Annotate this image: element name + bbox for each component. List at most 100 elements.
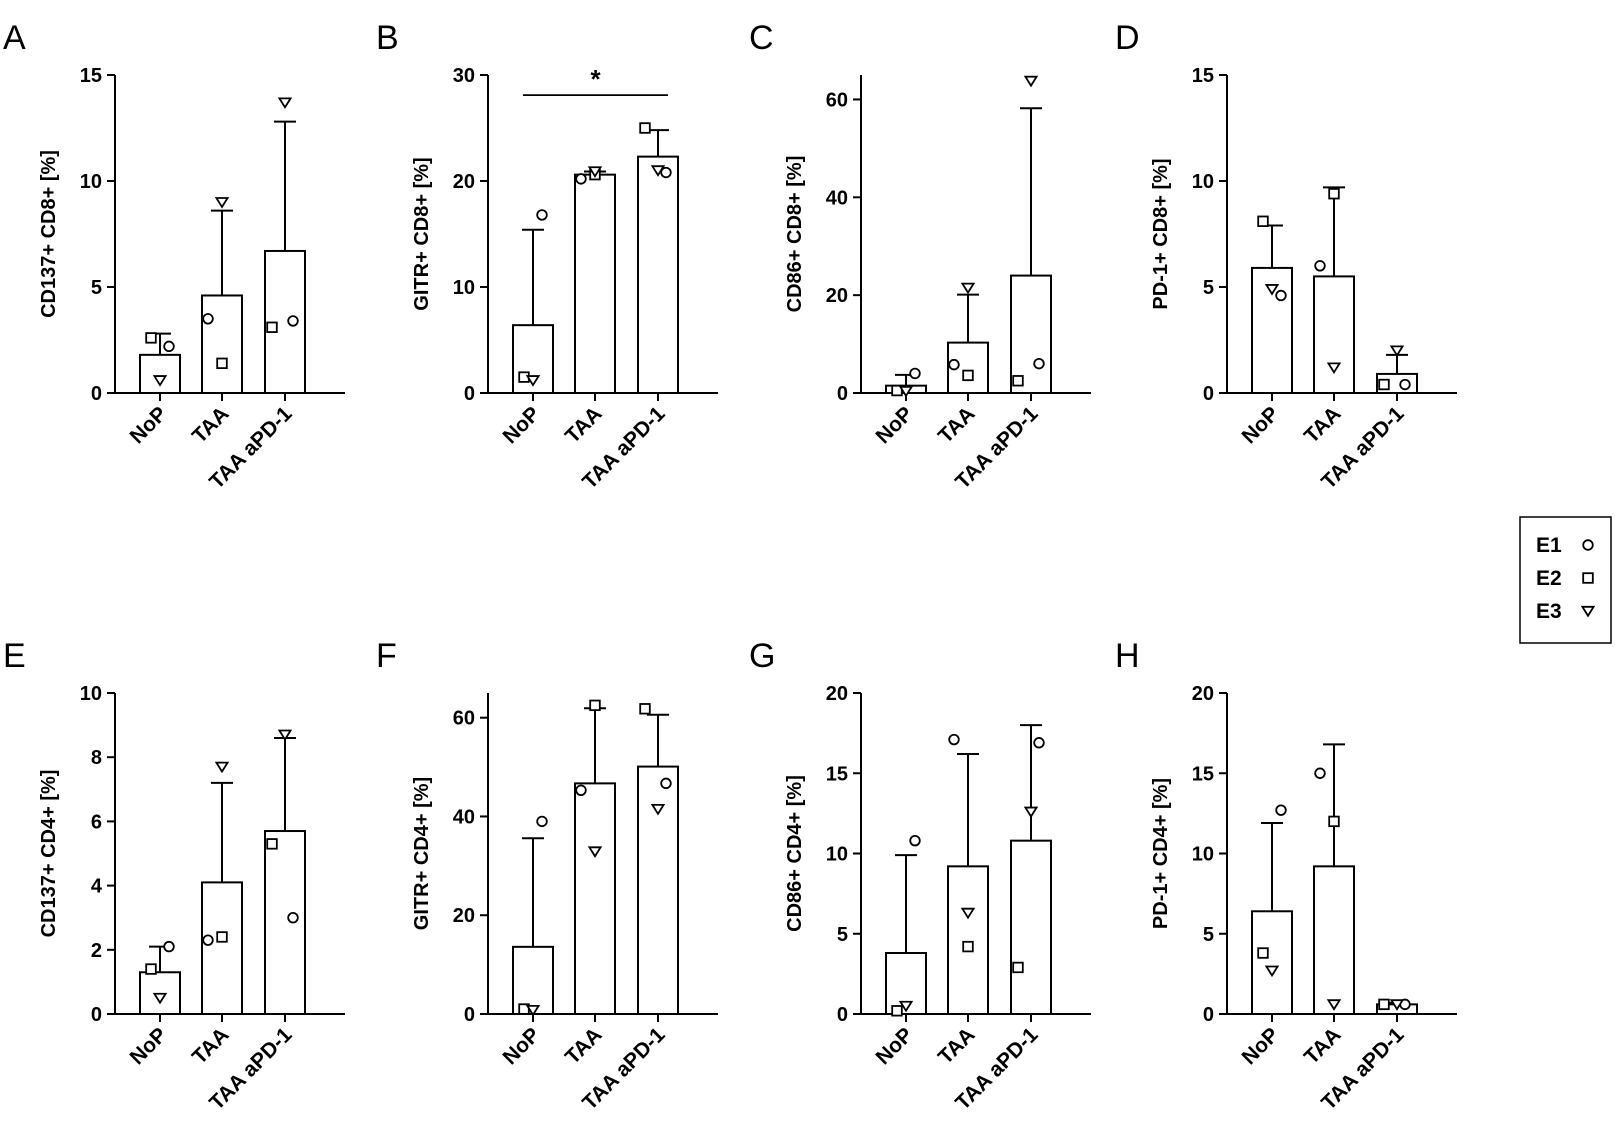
point-e3 [898, 385, 914, 398]
point-e3 [152, 375, 168, 387]
y-tick-label: 10 [80, 683, 102, 705]
bar-taa-apd-1 [637, 765, 679, 1015]
y-tick-label: 10 [453, 277, 475, 299]
y-tick-label: 0 [837, 383, 848, 405]
bar-taa [201, 881, 243, 1016]
panel-letter: D [1115, 19, 1140, 57]
point-e3 [960, 282, 976, 295]
y-tick-label: 0 [1203, 1004, 1214, 1026]
y-axis-label: CD137+ CD8+ [%] [38, 150, 60, 318]
point-e2 [962, 369, 974, 382]
point-e2 [1328, 815, 1340, 828]
point-e3 [960, 907, 976, 920]
point-e1 [660, 777, 672, 790]
y-axis-label: CD137+ CD4+ [%] [38, 770, 60, 938]
point-e1 [1033, 357, 1045, 370]
point-e1 [1275, 804, 1287, 816]
y-tick-label: 8 [91, 747, 102, 769]
point-e1 [1314, 767, 1326, 779]
y-tick-label: 0 [1203, 383, 1214, 405]
bar-taa-apd-1 [1010, 839, 1052, 1015]
legend-marker-e2 [1582, 572, 1594, 584]
legend: E1 E2 E3 [1519, 516, 1612, 644]
point-e3 [1264, 284, 1280, 296]
y-tick-label: 15 [1192, 763, 1214, 785]
legend-label: E1 [1536, 534, 1562, 557]
category-label: TAA [561, 402, 607, 448]
bar-taa-apd-1 [264, 830, 306, 1016]
point-e3 [152, 992, 168, 1005]
y-tick-label: 40 [826, 187, 848, 209]
point-e1 [536, 209, 548, 221]
point-e2 [1012, 375, 1024, 387]
point-e3 [214, 761, 230, 774]
category-label: TAA [1300, 402, 1346, 448]
point-e1 [163, 940, 175, 953]
point-e1 [948, 733, 960, 746]
y-tick-label: 10 [80, 171, 102, 193]
legend-marker-e3 [1580, 605, 1596, 618]
point-e3 [277, 729, 293, 742]
panel-letter: G [749, 637, 775, 675]
category-label: TAA [188, 1023, 234, 1069]
point-e2 [266, 321, 278, 333]
panel-letter: F [376, 637, 397, 675]
y-tick-label: 20 [826, 285, 848, 307]
y-tick-label: 10 [1192, 171, 1214, 193]
point-e1 [575, 173, 587, 185]
bar-taa-apd-1 [1010, 274, 1052, 395]
point-e2 [1328, 188, 1340, 200]
bar-taa [947, 865, 989, 1016]
point-e3 [1023, 75, 1039, 88]
category-label: NoP [1238, 1023, 1284, 1069]
point-e3 [525, 375, 541, 387]
point-e1 [536, 815, 548, 828]
bar-taa-apd-1 [637, 155, 679, 394]
y-tick-label: 5 [1203, 277, 1214, 299]
y-tick-label: 15 [80, 65, 102, 87]
y-tick-label: 0 [837, 1004, 848, 1026]
point-e2 [1257, 215, 1269, 227]
y-tick-label: 40 [453, 806, 475, 828]
y-tick-label: 5 [1203, 924, 1214, 946]
y-tick-label: 20 [453, 171, 475, 193]
y-tick-label: 10 [1192, 844, 1214, 866]
point-e3 [1389, 999, 1405, 1011]
point-e3 [525, 1004, 541, 1017]
point-e2 [266, 838, 278, 850]
point-e2 [639, 703, 651, 715]
category-label: TAA [934, 402, 980, 448]
legend-box [1519, 516, 1612, 644]
significance-label: * [590, 64, 601, 94]
category-label: TAA [188, 402, 234, 448]
category-label: TAA [1300, 1023, 1346, 1069]
point-e1 [909, 834, 921, 847]
y-axis-label: PD-1+ CD8+ [%] [1150, 158, 1172, 309]
y-tick-label: 15 [826, 763, 848, 785]
point-e1 [287, 315, 299, 327]
y-axis-label: GITR+ CD8+ [%] [411, 157, 433, 310]
category-label: TAA [934, 1023, 980, 1069]
point-e2 [1012, 961, 1024, 974]
category-label: NoP [872, 1023, 918, 1069]
point-e3 [214, 197, 230, 209]
y-tick-label: 15 [1192, 65, 1214, 87]
point-e3 [650, 165, 666, 177]
y-axis-label: CD86+ CD8+ [%] [784, 156, 806, 313]
point-e1 [163, 340, 175, 353]
point-e2 [1378, 998, 1390, 1011]
y-tick-label: 0 [464, 1004, 475, 1026]
point-e1 [202, 313, 214, 325]
point-e1 [202, 934, 214, 946]
bar-taa [201, 294, 243, 395]
point-e3 [1326, 362, 1342, 375]
y-tick-label: 6 [91, 811, 102, 833]
point-e1 [660, 166, 672, 179]
point-e2 [216, 931, 228, 943]
point-e2 [1257, 947, 1269, 959]
